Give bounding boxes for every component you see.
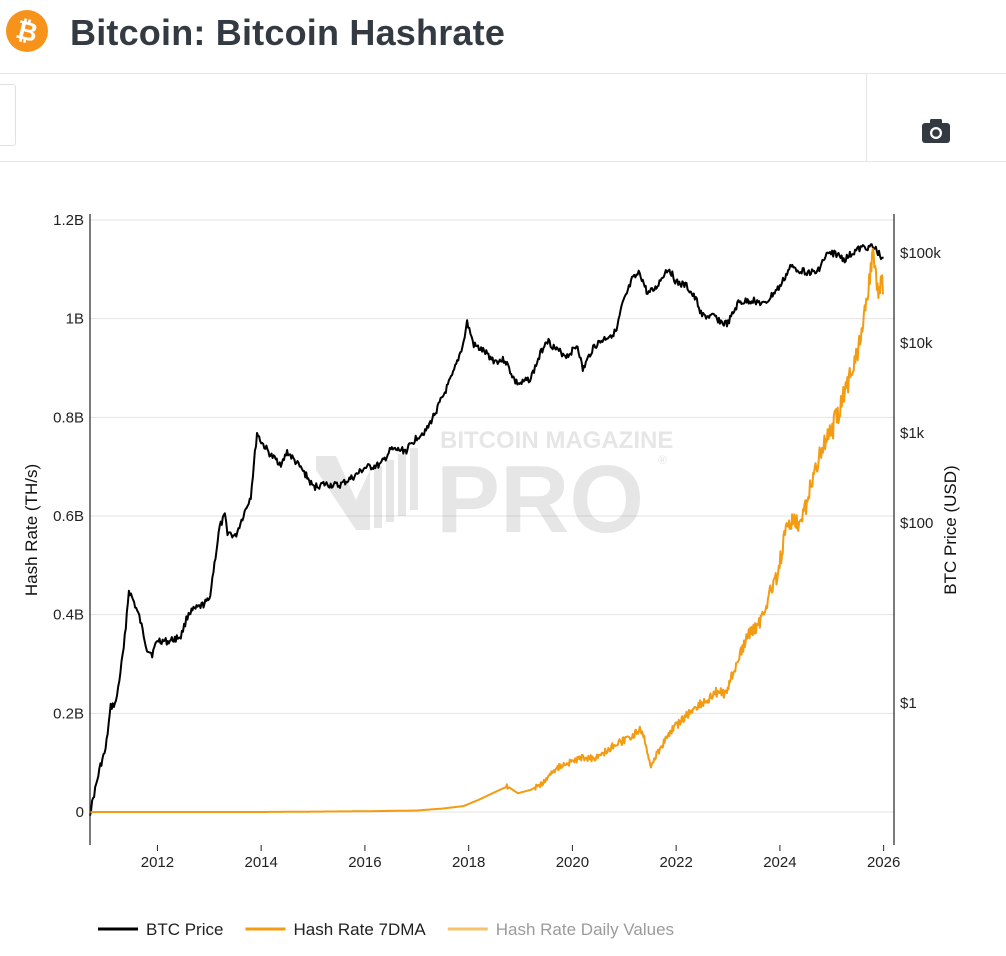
x-tick-label: 2016 [348, 854, 381, 871]
x-tick-label: 2020 [556, 854, 589, 871]
page-header: ₿ Bitcoin: Bitcoin Hashrate [0, 0, 1006, 74]
chart-svg: BITCOIN MAGAZINE PRO ® 0 0.2B 0.4B 0.6B 0.8B… [22, 212, 960, 939]
toolbar-control-box[interactable] [0, 84, 16, 146]
x-tick-label: 2018 [452, 854, 485, 871]
camera-button[interactable] [918, 116, 954, 146]
y-left-tick-label: 0.4B [53, 607, 84, 624]
x-tick-label: 2012 [141, 854, 174, 871]
y-right-tick-label: $1k [900, 425, 925, 442]
x-tick-label: 2014 [244, 854, 277, 871]
legend-item-label[interactable]: Hash Rate Daily Values [496, 920, 674, 939]
legend-item-label[interactable]: Hash Rate 7DMA [293, 920, 426, 939]
y-right-tick-label: $100 [900, 515, 933, 532]
bitcoin-magazine-pro-watermark: BITCOIN MAGAZINE PRO ® [316, 427, 673, 553]
page-title: Bitcoin: Bitcoin Hashrate [70, 12, 506, 53]
x-tick-label: 2022 [659, 854, 692, 871]
chart-toolbar [0, 74, 1006, 162]
legend-item-label[interactable]: BTC Price [146, 920, 223, 939]
chart-series [89, 243, 885, 816]
x-tick-label: 2024 [763, 854, 796, 871]
grid-lines [90, 219, 894, 813]
watermark-logo-icon [316, 448, 418, 530]
watermark-line2: PRO [436, 446, 644, 553]
y-left-tick-label: 0.6B [53, 508, 84, 525]
y-left-tick-label: 0.2B [53, 705, 84, 722]
y-left-tick-label: 1B [66, 311, 84, 328]
y-axis-left-title: Hash Rate (TH/s) [22, 464, 41, 596]
chart-legend: BTC Price Hash Rate 7DMA Hash Rate Daily V… [98, 920, 674, 939]
hash-rate-7dma-line [89, 247, 885, 813]
y-right-tick-label: $1 [900, 695, 917, 712]
chart-axes: 0 0.2B 0.4B 0.6B 0.8B 1B 1.2B $1 $100 $1k $10k $100… [53, 212, 941, 871]
camera-icon [922, 119, 950, 143]
watermark-mark: ® [658, 453, 667, 467]
bitcoin-logo-icon: ₿ [6, 10, 48, 52]
watermark-line1: BITCOIN MAGAZINE [440, 427, 673, 454]
y-left-tick-label: 0 [76, 804, 84, 821]
toolbar-divider [866, 74, 867, 162]
btc-price-line [89, 243, 884, 816]
x-tick-label: 2026 [867, 854, 900, 871]
y-axis-right-title: BTC Price (USD) [941, 465, 960, 594]
y-left-tick-label: 1.2B [53, 212, 84, 229]
y-right-tick-label: $100k [900, 245, 941, 262]
hashrate-chart: BITCOIN MAGAZINE PRO ® 0 0.2B 0.4B 0.6B 0.8B… [0, 170, 1006, 956]
y-left-tick-label: 0.8B [53, 409, 84, 426]
y-right-tick-label: $10k [900, 335, 933, 352]
